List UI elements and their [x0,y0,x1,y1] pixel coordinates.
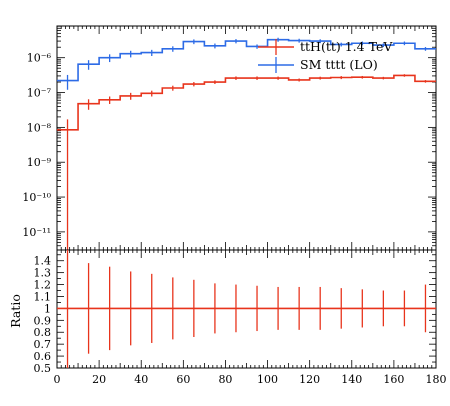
ratio-axis-title: Ratio [8,294,23,328]
legend-label-0: ttH(tt) 1.4 TeV [300,39,393,54]
y-tick-label: 10⁻¹¹ [22,226,51,239]
x-tick-label: 160 [383,373,404,386]
series-0-histogram-line [57,74,436,131]
ratio-y-tick-label: 0.9 [34,314,52,327]
x-tick-label: 0 [54,373,61,386]
series-1-histogram-line [57,38,436,82]
y-tick-label: 10⁻⁹ [27,156,52,169]
x-tick-label: 40 [134,373,148,386]
x-tick-label: 140 [341,373,362,386]
legend: ttH(tt) 1.4 TeV SM tttt (LO) [258,39,393,73]
y-tick-label: 10⁻¹⁰ [22,191,51,204]
ratio-panel: 0 20 40 60 80 100 120 140 160 1800.50.60.70.80.91… [34,249,447,386]
y-tick-label: 10⁻⁷ [27,87,52,100]
ratio-y-tick-label: 0.7 [34,338,52,351]
ratio-y-tick-label: 1.4 [34,255,52,268]
x-tick-label: 120 [299,373,320,386]
y-tick-label: 10⁻⁶ [27,52,52,65]
x-tick-label: 180 [426,373,447,386]
x-tick-label: 20 [92,373,106,386]
x-tick-label: 60 [176,373,190,386]
ratio-y-tick-label: 1.3 [34,267,52,280]
x-tick-label: 100 [257,373,278,386]
ratio-y-tick-label: 0.8 [34,326,52,339]
ratio-y-tick-label: 1.1 [34,290,52,303]
ratio-y-tick-label: 1.2 [34,279,52,292]
main-panel: 10⁻¹¹ 10⁻¹⁰ 10⁻⁹ 10⁻⁸ 10⁻⁷ 10⁻⁶ [22,25,437,258]
ratio-y-tick-label: 1 [44,302,51,315]
ratio-y-tick-label: 0.5 [34,362,52,375]
main-plot-frame [56,25,437,251]
ratio-y-tick-label: 0.6 [34,350,52,363]
x-tick-label: 80 [218,373,232,386]
y-tick-label: 10⁻⁸ [27,121,52,134]
legend-label-1: SM tttt (LO) [300,57,378,72]
